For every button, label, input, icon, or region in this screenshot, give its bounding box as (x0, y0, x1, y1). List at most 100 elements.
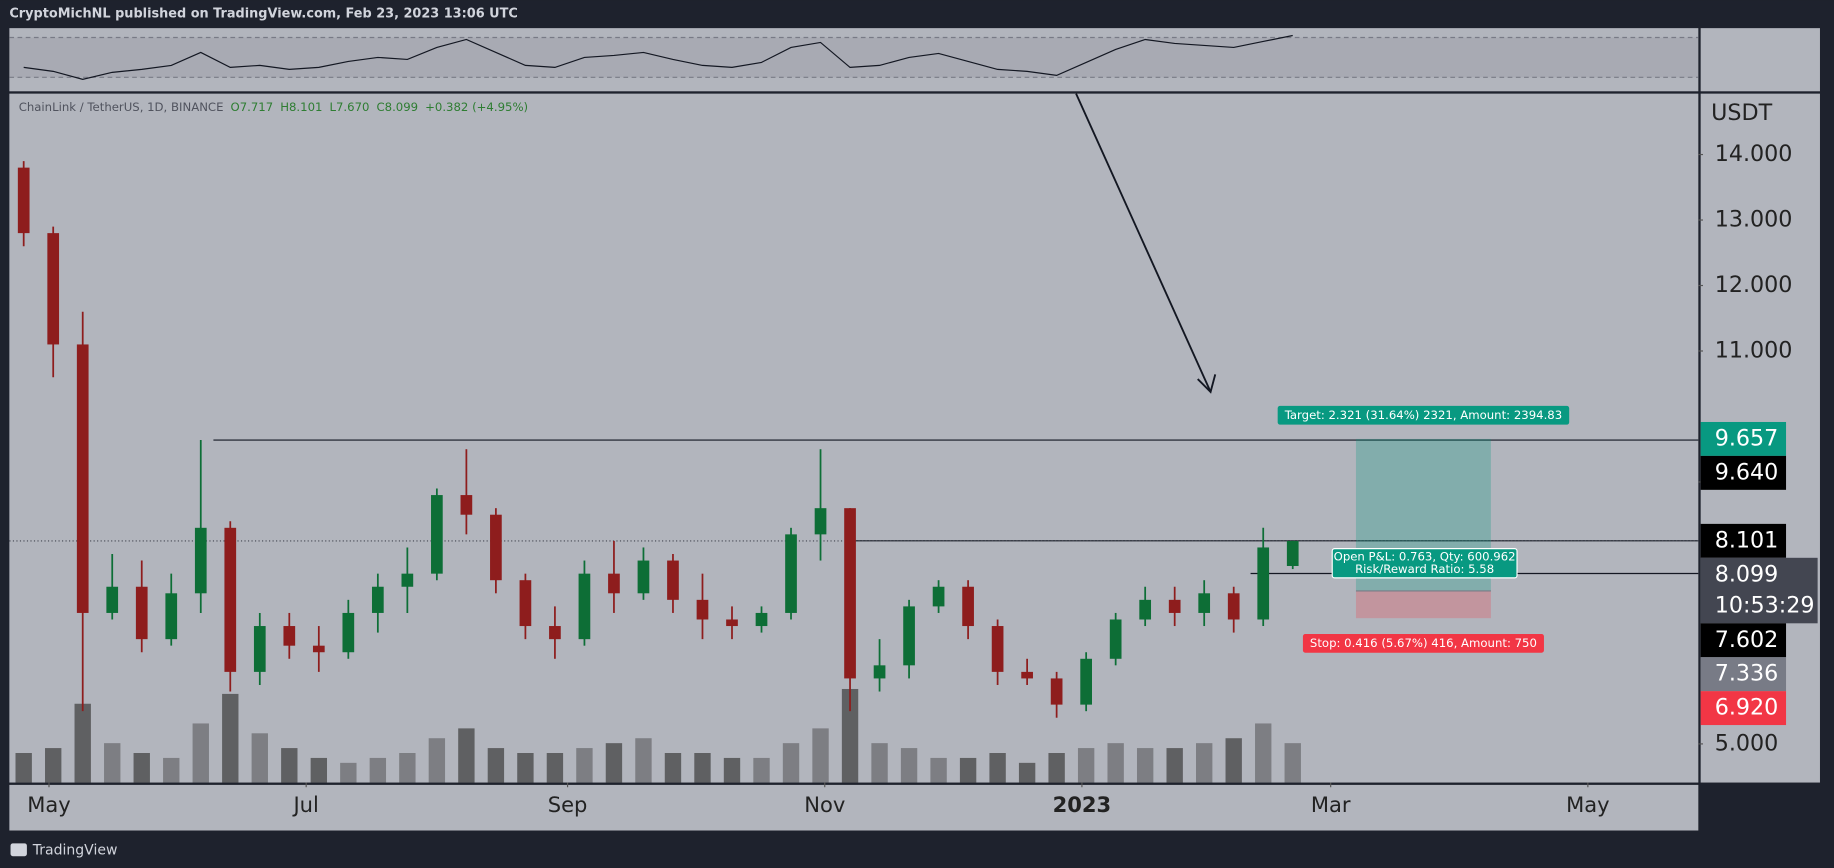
countdown: 10:53:29 (1715, 592, 1815, 618)
candle-body (460, 495, 473, 515)
volume-bar (959, 757, 977, 783)
ohlc-value: L7.670 (329, 100, 369, 114)
volume-bar (694, 753, 711, 783)
price-label: 6.920 (1715, 695, 1779, 721)
candle-body (194, 527, 207, 594)
ohlc-value: C8.099 (376, 100, 418, 114)
volume-bar (251, 733, 268, 783)
candle-body (253, 626, 266, 672)
candle-body (549, 626, 561, 640)
symbol: ChainLink / TetherUS, 1D, BINANCE (19, 100, 224, 114)
candle-body (991, 626, 1004, 672)
rsi-pane (9, 28, 1699, 92)
price-label: 7.602 (1715, 627, 1779, 653)
candle-body (962, 586, 974, 627)
volume-bar (45, 748, 62, 783)
x-tick-label: Jul (291, 792, 318, 817)
candle-body (726, 619, 738, 627)
candle-body (431, 495, 443, 574)
candle-body (17, 167, 30, 234)
x-tick-label: Nov (804, 792, 845, 817)
price-label: 8.099 (1715, 561, 1779, 587)
volume-bar (930, 757, 947, 783)
candle-body (106, 586, 119, 613)
stop-text: Stop: 0.416 (5.67%) 416, Amount: 750 (1310, 636, 1537, 650)
volume-bar (635, 738, 652, 783)
candle-body (283, 626, 296, 646)
candle-body (135, 586, 148, 640)
x-tick-label: 2023 (1053, 792, 1112, 817)
price-label: 8.101 (1715, 527, 1779, 553)
candle-body (1168, 599, 1181, 613)
rsi-band-fill (9, 37, 1699, 78)
candle-body (1021, 671, 1033, 679)
candle-body (76, 344, 89, 613)
y-tick-label: 11.000 (1715, 337, 1793, 363)
volume-bar (900, 748, 918, 783)
candle-body (371, 586, 384, 613)
stop-zone (1355, 590, 1491, 619)
candle-body (873, 665, 886, 679)
volume-bar (133, 753, 150, 783)
volume-bar (74, 703, 91, 783)
volume-bar (1225, 738, 1242, 783)
candle-body (490, 514, 502, 581)
price-label: 7.336 (1715, 661, 1779, 687)
target-text-group: Target: 2.321 (31.64%) 2321, Amount: 239… (1277, 405, 1570, 425)
candle-body (224, 527, 237, 672)
volume-bar (1048, 753, 1065, 783)
volume-bar (664, 753, 682, 783)
y-tick-label: 14.000 (1715, 141, 1793, 167)
volume-bar (1166, 748, 1183, 783)
y-tick-label: 12.000 (1715, 272, 1793, 298)
volume-bar (1284, 743, 1301, 783)
candle-body (342, 612, 355, 653)
volume-bar (871, 743, 888, 783)
candle-body (637, 560, 650, 594)
volume-bar (1077, 748, 1095, 783)
candle-body (1257, 547, 1270, 620)
pnl-text: Risk/Reward Ratio: 5.58 (1355, 562, 1494, 576)
candle-body (519, 580, 532, 627)
volume-bar (15, 753, 32, 783)
candle-body (785, 534, 797, 613)
rsi-axis (1700, 28, 1820, 92)
volume-bar (1255, 723, 1272, 783)
volume-bar (399, 753, 416, 783)
target-text: Target: 2.321 (31.64%) 2321, Amount: 239… (1284, 408, 1562, 422)
ohlc-value: H8.101 (280, 100, 322, 114)
candle-body (1109, 619, 1122, 659)
currency: USDT (1711, 100, 1772, 126)
price-label-box (1700, 623, 1787, 658)
candle-body (47, 233, 60, 345)
volume-bar (310, 757, 328, 783)
candle-body (1198, 593, 1211, 613)
rsi-line (23, 34, 1293, 80)
volume-bar (812, 728, 829, 783)
candle-body (1080, 658, 1092, 705)
volume-bar (281, 748, 298, 783)
publisher: CryptoMichNL published on TradingView.co… (9, 7, 517, 22)
target-text-box (1277, 405, 1570, 425)
volume-bar (723, 757, 741, 783)
candle-body (696, 599, 709, 620)
x-tick-label: Mar (1311, 792, 1351, 817)
candle-body (1286, 540, 1299, 566)
price-label-box (1700, 691, 1787, 726)
volume-bar (841, 688, 859, 783)
price-label-box (1700, 523, 1787, 558)
candle-body (667, 560, 679, 600)
price-label-box (1700, 455, 1787, 490)
candle-body (312, 645, 325, 653)
volume-bar (369, 757, 387, 783)
candle-body (932, 586, 945, 607)
x-tick-label: May (27, 792, 71, 817)
volume-bar (576, 748, 593, 783)
candle-body (755, 612, 768, 627)
volume-bar (546, 753, 564, 783)
pnl-text: Open P&L: 0.763, Qty: 600.962 (1334, 549, 1516, 563)
volume-bar (458, 728, 475, 783)
price-pane (9, 93, 1699, 783)
price-label-box (1700, 657, 1787, 692)
